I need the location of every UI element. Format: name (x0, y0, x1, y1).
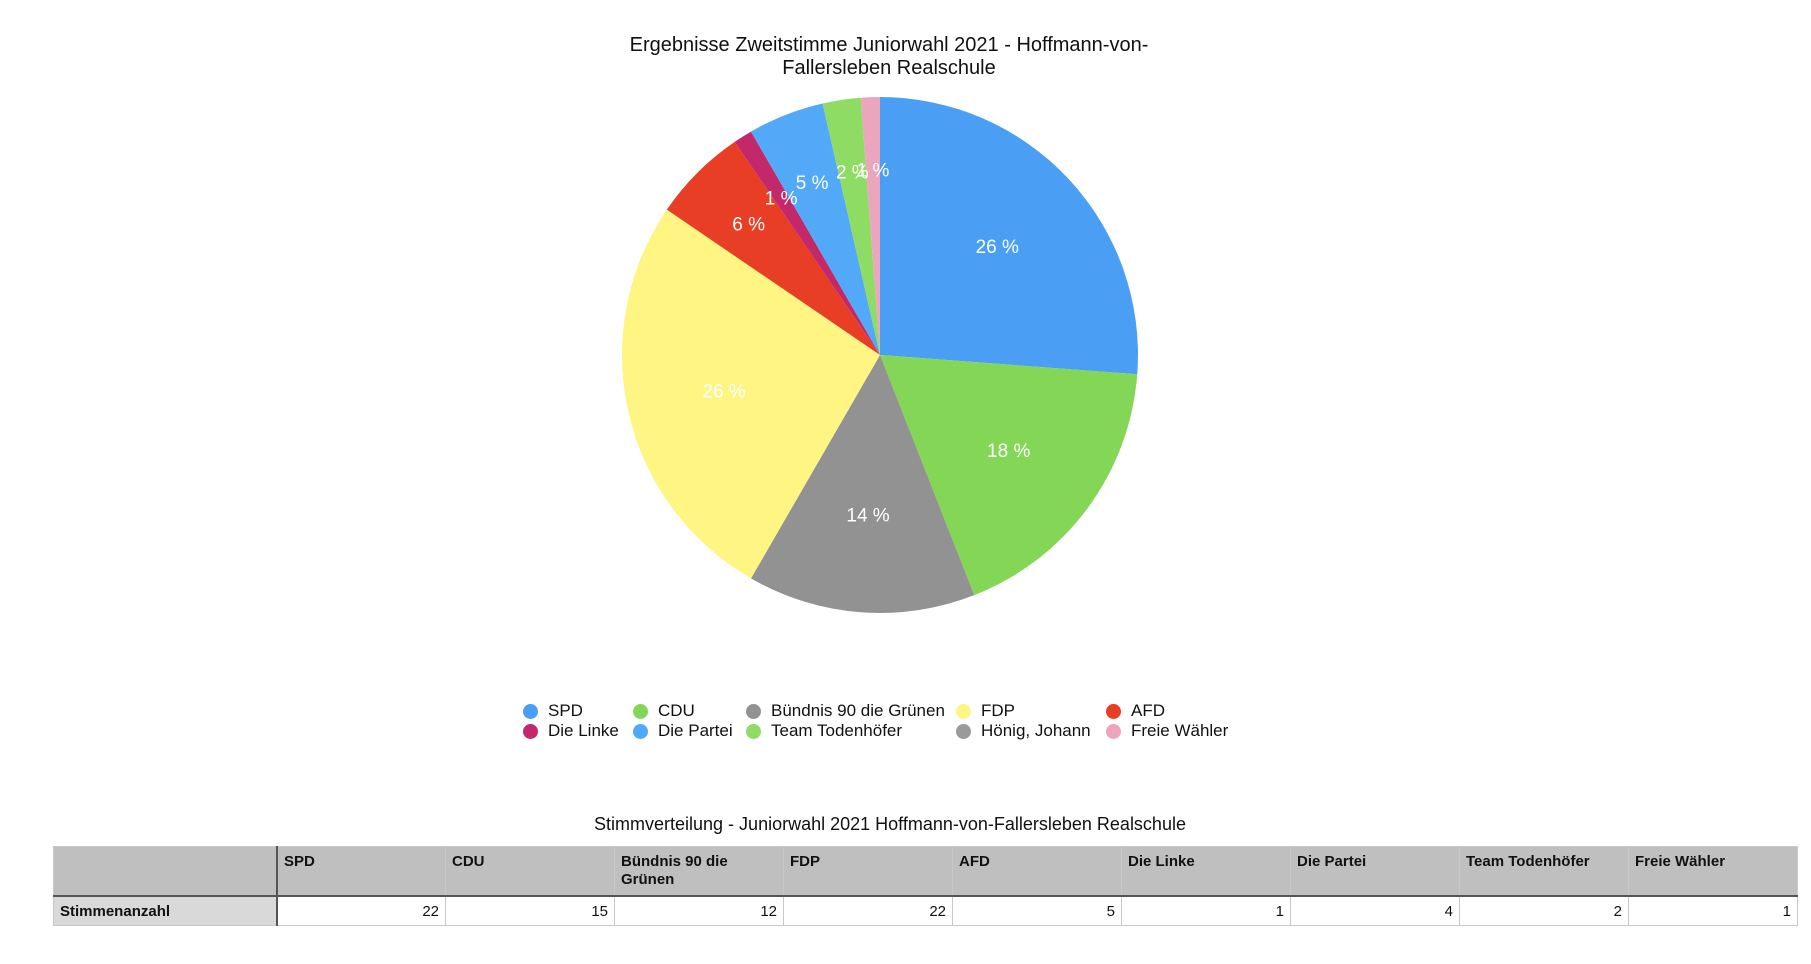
table-column-header: AFD (952, 846, 1122, 897)
table-column-header: SPD (276, 846, 446, 897)
legend-item-3: FDP (956, 701, 1106, 721)
slice-data-label-9: 1 % (857, 160, 890, 181)
legend-item-9: Freie Wähler (1106, 721, 1243, 741)
legend-label: FDP (981, 701, 1015, 720)
legend-label: Die Linke (548, 721, 619, 740)
table-column-header: FDP (783, 846, 953, 897)
votes-table: SPD CDU Bündnis 90 die Grünen FDP AFD Die Lin… (53, 846, 1798, 926)
legend-item-5: Die Linke (523, 721, 633, 741)
pie-slice-2 (751, 355, 975, 613)
row-label: Stimmenanzahl (53, 895, 278, 926)
slice-data-label-1: 18 % (987, 441, 1030, 462)
chart-title: Ergebnisse Zweitstimme Juniorwahl 2021 -… (629, 34, 1149, 79)
legend-label: Die Partei (658, 721, 733, 740)
legend-swatch-icon (746, 723, 761, 739)
legend-item-6: Die Partei (633, 721, 746, 741)
table-corner-cell (53, 846, 278, 897)
legend-swatch-icon (956, 723, 971, 739)
legend-swatch-icon (956, 703, 971, 719)
table-column-header: Die Partei (1290, 846, 1460, 897)
pie-slice-3 (621, 209, 880, 579)
slice-data-label-3: 26 % (702, 382, 745, 403)
legend-label: SPD (548, 701, 583, 720)
table-cell: 12 (614, 895, 784, 926)
table-column-header: Bündnis 90 die Grünen (614, 846, 784, 897)
table-title: Stimmverteilung - Juniorwahl 2021 Hoffma… (594, 814, 1186, 834)
legend-swatch-icon (1106, 703, 1121, 719)
slice-data-label-6: 5 % (796, 173, 829, 194)
table-cell: 4 (1290, 895, 1460, 926)
legend-swatch-icon (746, 703, 761, 719)
table-column-header: Die Linke (1121, 846, 1291, 897)
table-cell: 2 (1459, 895, 1629, 926)
pie-slice-5 (734, 131, 880, 355)
table-column-header: CDU (445, 846, 615, 897)
slice-data-label-4: 6 % (732, 215, 765, 236)
legend-item-8: Hönig, Johann (956, 721, 1106, 741)
slice-data-label-7: 2 % (836, 162, 869, 183)
legend-swatch-icon (523, 703, 538, 719)
pie-slice-0 (880, 97, 1138, 375)
legend-swatch-icon (523, 723, 538, 739)
legend-label: Bündnis 90 die Grünen (771, 701, 945, 720)
legend-item-4: AFD (1106, 701, 1243, 721)
legend-label: Team Todenhöfer (771, 721, 903, 740)
table-cell: 1 (1121, 895, 1291, 926)
table-cell: 5 (952, 895, 1122, 926)
table-cell: 22 (276, 895, 446, 926)
legend-item-0: SPD (523, 701, 633, 721)
legend-label: AFD (1131, 701, 1165, 720)
pie-slice-4 (666, 141, 880, 355)
legend-label: CDU (658, 701, 695, 720)
table-column-header: Freie Wähler (1628, 846, 1798, 897)
slice-data-label-2: 14 % (846, 506, 889, 527)
legend-label: Freie Wähler (1131, 721, 1229, 740)
pie-slice-1 (880, 355, 1138, 596)
table-cell: 1 (1628, 895, 1798, 926)
legend-swatch-icon (633, 723, 648, 739)
table-cell: 15 (445, 895, 615, 926)
legend-item-1: CDU (633, 701, 746, 721)
legend-item-7: Team Todenhöfer (746, 721, 956, 741)
pie-chart: 26 %18 %14 %26 %6 %1 %5 %2 %1 % (621, 97, 1138, 613)
pie-slice-7 (822, 97, 880, 355)
chart-legend: SPD CDU Bündnis 90 die Grünen FDP AFD Die Lin… (523, 701, 1243, 741)
table-cell: 22 (783, 895, 953, 926)
table-column-header: Team Todenhöfer (1459, 846, 1629, 897)
legend-swatch-icon (633, 703, 648, 719)
table-header-row: SPD CDU Bündnis 90 die Grünen FDP AFD Die Lin… (53, 846, 1798, 897)
legend-item-2: Bündnis 90 die Grünen (746, 701, 956, 721)
table-row: Stimmenanzahl 22 15 12 22 5 1 4 2 1 (53, 895, 1798, 926)
legend-label: Hönig, Johann (981, 721, 1091, 740)
slice-data-label-5: 1 % (765, 189, 798, 210)
pie-slice-6 (751, 103, 880, 355)
pie-slice-9 (860, 97, 880, 355)
legend-swatch-icon (1106, 723, 1121, 739)
slice-data-label-0: 26 % (976, 237, 1019, 258)
